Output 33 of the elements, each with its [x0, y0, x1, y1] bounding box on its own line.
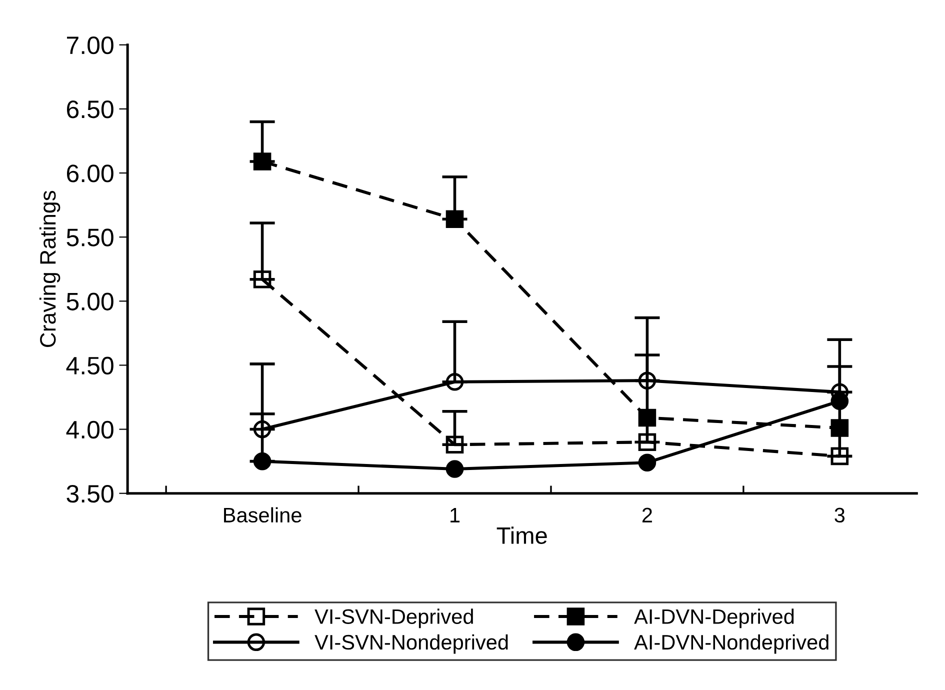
- point: [446, 460, 464, 478]
- y-tick-label: 4.00: [66, 420, 114, 439]
- point: [830, 419, 849, 437]
- x-tick-label: 1: [450, 508, 460, 522]
- point: [253, 152, 272, 170]
- y-tick-label: 7.00: [67, 36, 114, 54]
- y-axis-title: Craving Ratings: [39, 190, 60, 348]
- point: [638, 408, 656, 427]
- point: [253, 452, 272, 470]
- point: [638, 433, 656, 451]
- x-tick-label: 3: [834, 508, 845, 523]
- y-tick-label: 6.50: [67, 100, 114, 118]
- y-tick-label: 4.50: [66, 356, 114, 375]
- point: [830, 447, 849, 466]
- x-tick-label: 2: [642, 508, 652, 522]
- point: [253, 420, 272, 438]
- point: [253, 270, 272, 288]
- legend-label: VI-SVN-Deprived: [314, 608, 473, 628]
- y-tick-label: 6.00: [67, 164, 114, 182]
- y-tick-label: 3.50: [66, 484, 114, 503]
- point: [446, 210, 464, 228]
- point: [446, 436, 464, 454]
- y-tick-label: 5.50: [66, 228, 114, 246]
- legend-label: AI-DVN-Nondeprived: [634, 634, 828, 654]
- point: [638, 454, 656, 472]
- point: [638, 372, 656, 390]
- legend-label: VI-SVN-Nondeprived: [314, 634, 508, 654]
- legend-label: AI-DVN-Deprived: [634, 608, 794, 628]
- point: [446, 372, 464, 391]
- x-axis-title: Time: [496, 526, 547, 544]
- x-tick-label: Baseline: [224, 507, 302, 523]
- y-tick-label: 5.00: [66, 292, 114, 310]
- point: [830, 392, 849, 410]
